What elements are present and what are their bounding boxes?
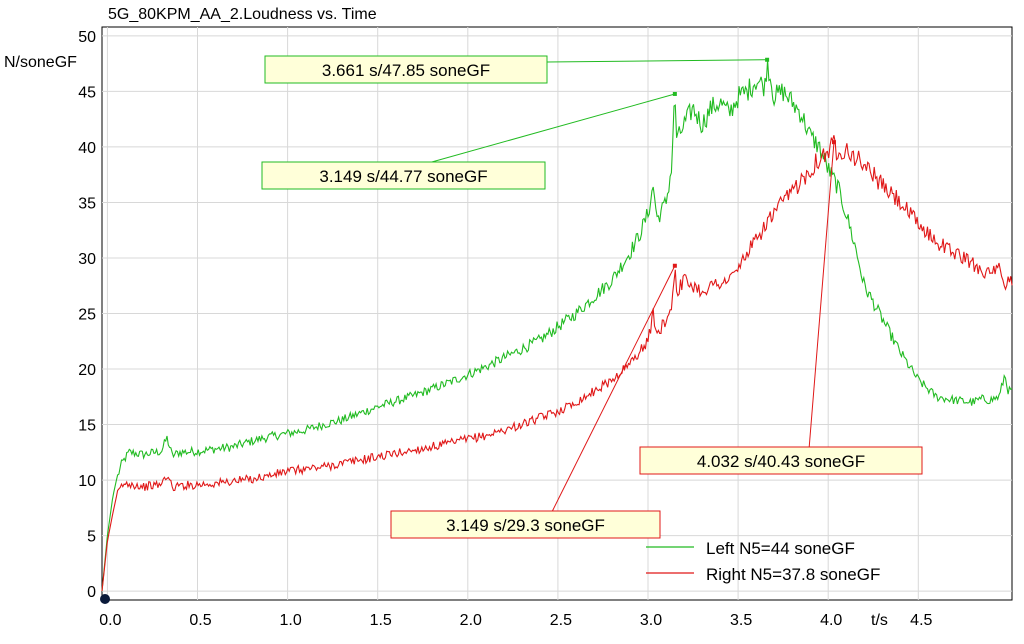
annotation-point-marker [765, 57, 770, 62]
annotation-box [264, 55, 548, 84]
legend-left-label: Left N5=44 soneGF [706, 539, 855, 558]
legend: Left N5=44 soneGF Right N5=37.8 soneGF [646, 539, 880, 584]
x-axis-label: t/s [871, 612, 888, 629]
y-tick-label: 20 [78, 362, 96, 379]
legend-right-label: Right N5=37.8 soneGF [706, 565, 880, 584]
annotation-box [261, 161, 546, 190]
grid [102, 27, 1012, 600]
annotation-box [639, 446, 923, 475]
y-tick-label: 25 [78, 307, 96, 324]
annotation-leader-line [431, 93, 675, 163]
x-tick-label: 2.0 [460, 612, 482, 629]
left-series-line [101, 59, 1013, 592]
y-tick-label: 35 [78, 195, 96, 212]
annotation-label: 4.032 s/40.43 soneGF [697, 452, 865, 471]
x-tick-label: 0.0 [99, 612, 121, 629]
x-tick-label: 4.0 [820, 612, 842, 629]
annotation-leader-line [808, 142, 835, 448]
y-tick-labels: 0 5 10 15 20 25 30 35 40 45 50 [78, 29, 96, 601]
y-tick-label: 10 [78, 473, 96, 490]
x-tick-label: 3.5 [730, 612, 752, 629]
annotation-leader-line [551, 265, 676, 512]
x-tick-label: 2.5 [550, 612, 572, 629]
y-tick-label: 45 [78, 84, 96, 101]
x-tick-label: 0.5 [189, 612, 211, 629]
y-tick-label: 0 [87, 584, 96, 601]
y-axis-label: N/soneGF [4, 54, 77, 71]
chart-title: 5G_80KPM_AA_2.Loudness vs. Time [108, 6, 377, 23]
x-tick-label: 3.0 [640, 612, 662, 629]
annotations: 3.661 s/47.85 soneGF 3.149 s/44.77 soneGF… [261, 55, 923, 539]
y-tick-label: 15 [78, 418, 96, 435]
annotation-label: 3.149 s/29.3 soneGF [446, 516, 605, 535]
y-tick-label: 30 [78, 251, 96, 268]
annotation-point-marker [672, 263, 677, 268]
x-tick-label: 4.5 [910, 612, 932, 629]
annotation-point-marker [672, 91, 677, 96]
annotation-leader-line [546, 59, 768, 63]
y-tick-label: 5 [87, 529, 96, 546]
annotation-label: 3.149 s/44.77 soneGF [319, 167, 487, 186]
x-tick-label: 1.0 [279, 612, 301, 629]
origin-marker [100, 594, 110, 604]
x-tick-label: 1.5 [370, 612, 392, 629]
annotation-label: 3.661 s/47.85 soneGF [322, 61, 490, 80]
annotation-box [390, 510, 661, 539]
annotation-point-marker [831, 140, 836, 145]
y-tick-label: 40 [78, 140, 96, 157]
series-layer [101, 59, 1013, 592]
x-tick-labels: 0.0 0.5 1.0 1.5 2.0 2.5 3.0 3.5 4.0 4.5 [99, 612, 932, 629]
y-tick-label: 50 [78, 29, 96, 46]
right-series-line [101, 135, 1013, 592]
